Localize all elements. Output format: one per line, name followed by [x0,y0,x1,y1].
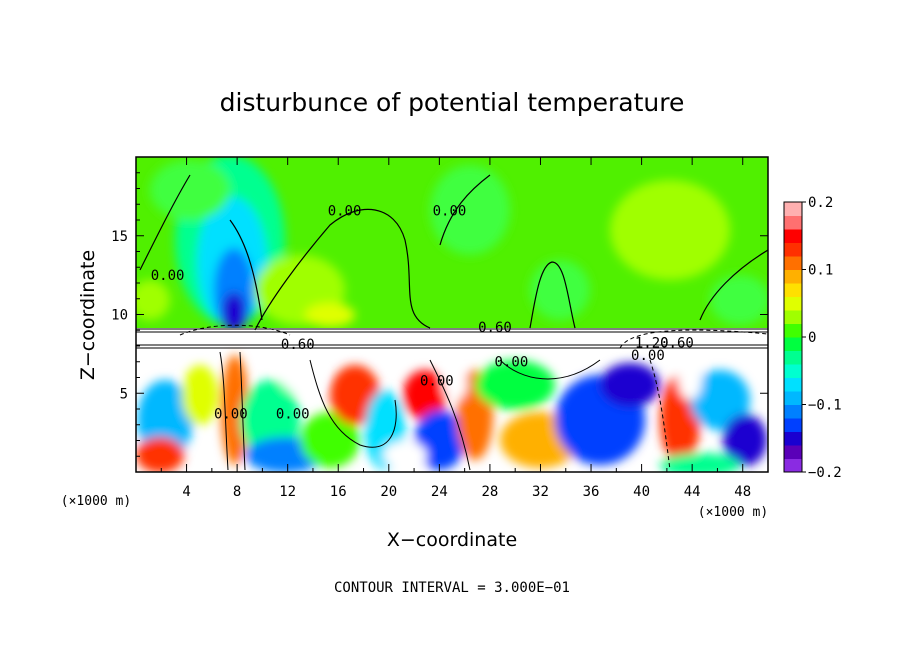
contour-label: 0.60 [478,320,512,336]
y-tick-label: 15 [111,229,128,245]
colorbar-cell [784,256,802,270]
x-unit-label: (×1000 m) [698,505,768,520]
colorbar-cell [784,310,802,324]
contour-label: 0.00 [328,203,362,219]
colorbar-cell [784,269,802,284]
colorbar-cell [784,337,802,351]
contour-label: 0.60 [660,336,694,352]
x-tick-label: 24 [431,484,448,500]
colorbar-tick-label: 0 [808,330,816,346]
colorbar-cell [784,458,802,473]
contour-label: 0.60 [281,337,315,353]
colorbar-cell [784,229,802,243]
contour-label: 0.00 [420,373,454,389]
colorbar-cell [784,431,802,446]
x-tick-label: 20 [380,484,397,500]
contour-label: 0.00 [433,203,467,219]
colorbar-cell [784,391,802,405]
contour-labels: 0.000.00 0.000.600.600.000.000.00 0.001.20… [151,203,694,422]
y-axis: 5 10 15 [111,172,768,457]
colorbar-cell [784,350,802,365]
contour-label: 0.00 [495,354,529,370]
contour-label: 0.00 [631,348,665,364]
y-unit-label: (×1000 m) [61,494,131,509]
heatmap-field [136,157,768,472]
colorbar-cell [784,283,802,297]
x-tick-label: 32 [532,484,549,500]
colorbar-tick-label: −0.1 [808,398,842,414]
x-tick-label: 36 [583,484,600,500]
colorbar-cell [784,364,802,378]
colorbar-cell [784,377,802,392]
x-axis-label: X−coordinate [387,529,517,551]
colorbar-cell [784,296,802,311]
x-axis: 4 8 12 16 20 24 28 32 36 40 44 48 [160,157,751,500]
x-tick-label: 12 [279,484,296,500]
x-tick-label: 16 [330,484,347,500]
x-tick-label: 48 [734,484,751,500]
x-tick-label: 28 [481,484,498,500]
colorbar-cell [784,242,802,257]
colorbar-cell [784,215,802,230]
contour-label: 0.00 [214,406,248,422]
contour-label: 0.00 [151,268,185,284]
colorbar-tick-label: 0.2 [808,195,833,211]
colorbar-cell [784,418,802,432]
x-tick-label: 44 [684,484,701,500]
x-tick-label: 8 [233,484,241,500]
x-tick-label: 40 [633,484,650,500]
y-tick-label: 10 [111,308,128,324]
colorbar-ticks: 0.2 0.1 0 −0.1 −0.2 [802,195,842,481]
y-axis-label: Z−coordinate [77,250,99,380]
colorbar-tick-label: 0.1 [808,263,833,279]
colorbar-cell [784,202,802,216]
y-tick-label: 5 [120,386,128,402]
contour-label: 0.00 [276,406,310,422]
contour-interval-note: CONTOUR INTERVAL = 3.000E−01 [334,580,570,596]
colorbar-cell [784,445,802,459]
colorbar-cell [784,323,802,338]
contour-label: 1.20 [635,336,669,352]
colorbar-cell [784,404,802,419]
colorbar-tick-label: −0.2 [808,465,842,481]
x-tick-label: 4 [182,484,190,500]
colorbar [783,201,803,473]
chart-title: disturbunce of potential temperature [220,88,685,117]
